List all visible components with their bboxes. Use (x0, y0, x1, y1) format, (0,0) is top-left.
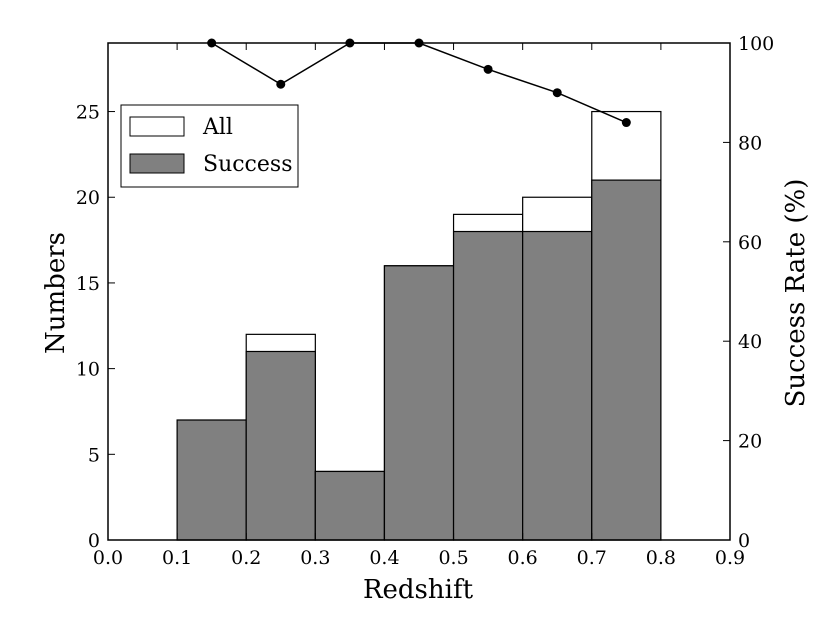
success-rate-point (621, 118, 631, 128)
x-tick-label: 0.6 (508, 547, 538, 569)
y2-axis-label: Success Rate (%) (781, 179, 811, 408)
y-tick-label: 15 (76, 273, 100, 295)
y-tick-label: 20 (76, 187, 100, 209)
y2-tick-label: 0 (738, 530, 750, 552)
legend-swatch-success (129, 153, 185, 174)
legend-label-success: Success (203, 152, 292, 177)
bar-success (314, 470, 386, 541)
plot-frame (107, 42, 731, 541)
axis-ticks: 0.0 0.1 0.2 0.3 0.4 0.5 0.6 0.7 0.8 0.90510152025… (76, 33, 774, 569)
legend: All Success (120, 104, 299, 188)
x-tick-label: 0.2 (231, 547, 261, 569)
x-tick-label: 0.1 (162, 547, 192, 569)
bar-success (591, 179, 662, 541)
bar-success (452, 230, 524, 541)
x-axis-label: Redshift (363, 575, 474, 605)
y2-tick-label: 60 (738, 232, 762, 254)
success-rate-point (276, 79, 286, 89)
x-tick-label: 0.0 (93, 547, 123, 569)
success-rate-point (552, 88, 562, 98)
x-tick-label: 0.4 (369, 547, 399, 569)
bar-success (245, 350, 316, 541)
x-tick-label: 0.5 (438, 547, 468, 569)
histogram-bars (176, 110, 662, 541)
x-tick-label: 0.9 (715, 547, 745, 569)
bar-success (522, 230, 593, 541)
y-tick-label: 5 (88, 444, 100, 466)
y2-tick-label: 100 (738, 33, 774, 55)
y2-tick-label: 40 (738, 331, 762, 353)
y2-tick-label: 80 (738, 132, 762, 154)
y-axis-label: Numbers (41, 232, 71, 354)
legend-label-all: All (202, 115, 233, 140)
x-tick-label: 0.8 (646, 547, 676, 569)
bar-success (383, 265, 455, 541)
x-tick-label: 0.7 (577, 547, 607, 569)
legend-swatch-all (129, 116, 185, 137)
y-tick-label: 10 (76, 359, 100, 381)
y-tick-label: 25 (76, 102, 100, 124)
success-rate-point (483, 64, 493, 74)
y2-tick-label: 20 (738, 431, 762, 453)
x-tick-label: 0.3 (300, 547, 330, 569)
bar-success (176, 419, 247, 541)
y-tick-label: 0 (88, 530, 100, 552)
